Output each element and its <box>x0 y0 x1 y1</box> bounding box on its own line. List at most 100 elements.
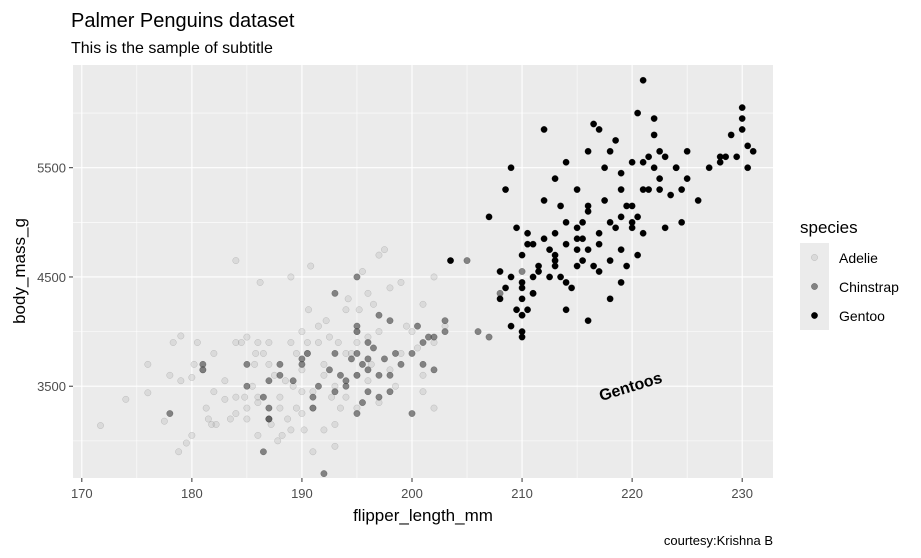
point-adelie <box>375 251 383 259</box>
point-gentoo <box>551 229 559 237</box>
point-adelie <box>320 360 328 368</box>
point-gentoo <box>524 229 531 237</box>
point-adelie <box>392 382 399 390</box>
point-adelie <box>300 426 308 434</box>
point-adelie <box>232 410 240 417</box>
chart-title: Palmer Penguins dataset <box>71 10 295 32</box>
point-chinstrap <box>408 410 416 417</box>
point-chinstrap <box>337 371 344 379</box>
point-gentoo <box>507 164 515 172</box>
point-gentoo <box>744 164 752 172</box>
point-adelie <box>254 431 262 439</box>
point-gentoo <box>590 120 597 128</box>
point-gentoo <box>738 115 746 122</box>
point-gentoo <box>634 213 642 221</box>
x-tick-label: 220 <box>621 486 643 501</box>
point-chinstrap <box>353 371 361 379</box>
point-adelie <box>305 306 312 314</box>
point-adelie <box>430 404 438 412</box>
point-chinstrap <box>199 366 207 374</box>
point-chinstrap <box>375 311 383 319</box>
point-gentoo <box>518 251 526 259</box>
point-chinstrap <box>309 404 317 412</box>
x-axis-title: flipper_length_mm <box>353 506 493 525</box>
point-gentoo <box>617 169 625 177</box>
point-gentoo <box>513 224 520 232</box>
point-gentoo <box>645 153 653 161</box>
point-gentoo <box>447 257 454 264</box>
point-chinstrap <box>430 366 438 374</box>
point-gentoo <box>617 186 625 193</box>
point-adelie <box>282 377 289 385</box>
point-gentoo <box>507 273 515 281</box>
legend-label-gentoo: Gentoo <box>839 308 885 324</box>
point-adelie <box>287 426 295 434</box>
point-adelie <box>243 333 251 341</box>
point-chinstrap <box>243 382 251 390</box>
point-adelie <box>278 431 286 439</box>
point-gentoo <box>529 273 537 281</box>
point-gentoo <box>650 131 658 139</box>
point-gentoo <box>656 147 664 155</box>
point-gentoo <box>584 246 592 254</box>
point-chinstrap <box>518 268 526 275</box>
point-adelie <box>252 350 260 357</box>
point-adelie <box>419 300 427 308</box>
point-adelie <box>144 389 152 397</box>
point-chinstrap <box>419 339 427 346</box>
point-adelie <box>337 404 344 412</box>
point-gentoo <box>606 295 614 303</box>
point-chinstrap <box>463 257 471 264</box>
point-adelie <box>320 371 328 379</box>
point-adelie <box>188 374 196 381</box>
point-adelie <box>221 395 229 403</box>
point-adelie <box>241 393 249 401</box>
point-adelie <box>254 399 262 407</box>
point-adelie <box>256 279 264 286</box>
point-adelie <box>287 273 295 281</box>
point-gentoo <box>496 268 504 275</box>
point-gentoo <box>678 186 686 193</box>
y-tick-label: 3500 <box>37 379 66 394</box>
point-gentoo <box>573 262 581 270</box>
point-adelie <box>364 289 372 297</box>
point-adelie <box>381 246 388 254</box>
y-tick-label: 4500 <box>37 270 66 285</box>
point-adelie <box>208 421 216 428</box>
point-adelie <box>328 393 336 401</box>
legend-label-adelie: Adelie <box>839 250 878 266</box>
point-adelie <box>188 431 196 439</box>
point-gentoo <box>502 186 509 193</box>
point-gentoo <box>749 147 757 155</box>
point-gentoo <box>645 186 653 193</box>
point-adelie <box>243 404 251 412</box>
point-gentoo <box>546 273 553 281</box>
point-gentoo <box>650 164 658 172</box>
point-adelie <box>386 284 394 292</box>
point-chinstrap <box>353 410 361 417</box>
point-adelie <box>97 422 104 429</box>
point-gentoo <box>606 147 614 155</box>
point-gentoo <box>612 224 620 232</box>
point-gentoo <box>667 191 675 199</box>
point-gentoo <box>661 224 669 232</box>
legend-key-adelie <box>800 243 829 272</box>
point-chinstrap <box>430 333 438 341</box>
point-gentoo <box>595 229 603 237</box>
point-adelie <box>287 339 295 346</box>
point-adelie <box>122 395 130 403</box>
point-adelie <box>344 295 352 303</box>
point-gentoo <box>562 218 570 226</box>
x-tick-label: 200 <box>401 486 423 501</box>
point-adelie <box>298 388 306 396</box>
point-chinstrap <box>315 382 322 390</box>
point-adelie <box>226 415 234 423</box>
point-gentoo <box>562 240 570 248</box>
point-chinstrap <box>353 273 361 281</box>
point-adelie <box>232 257 240 264</box>
point-chinstrap <box>392 350 399 357</box>
point-gentoo <box>639 158 647 166</box>
point-gentoo <box>634 109 642 117</box>
point-adelie <box>204 415 212 423</box>
point-chinstrap <box>441 317 449 325</box>
